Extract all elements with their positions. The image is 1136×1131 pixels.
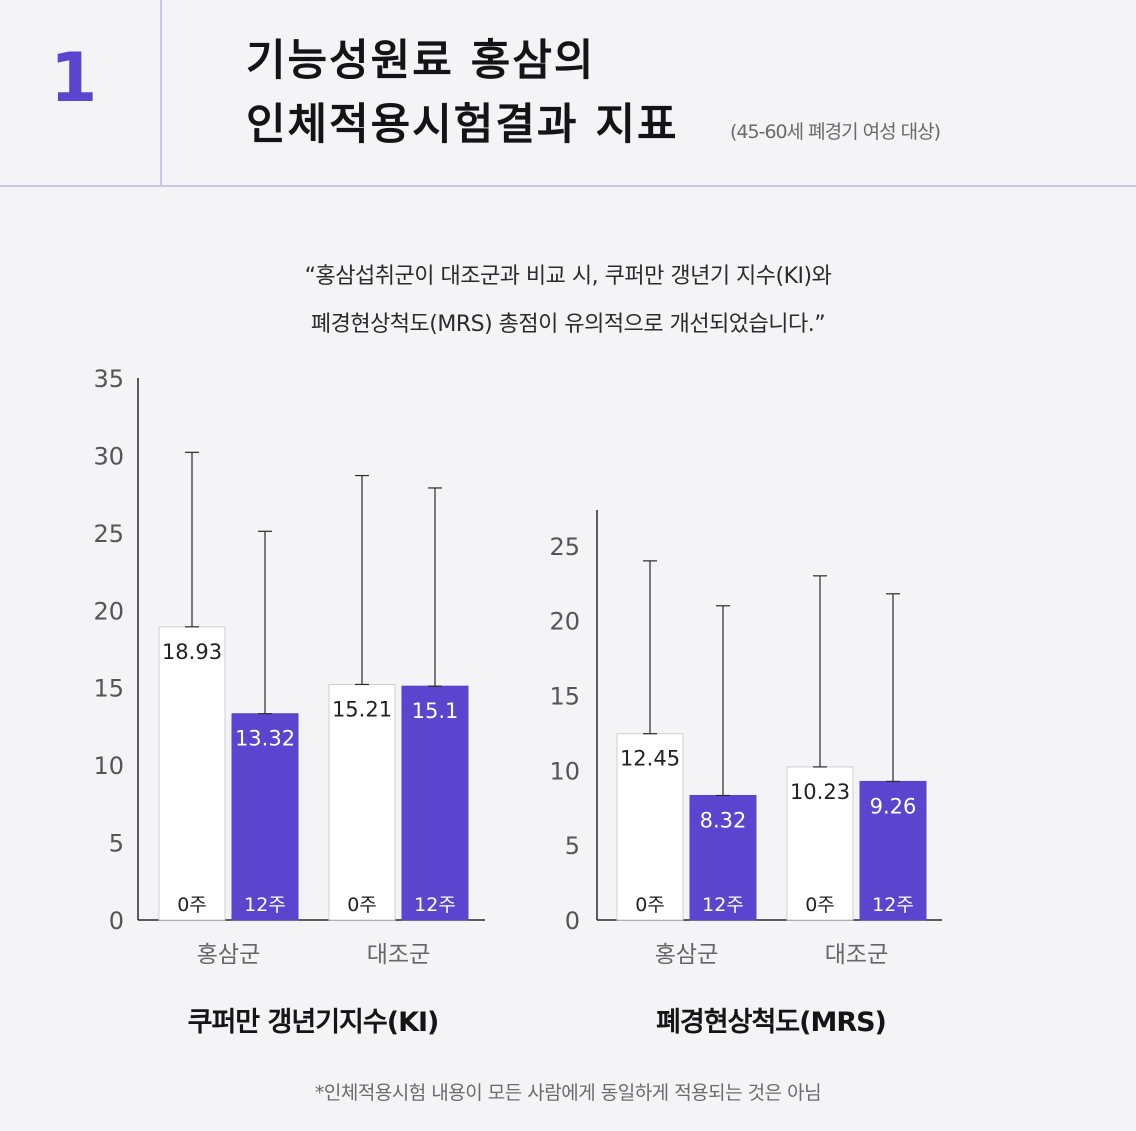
x-category-label: 홍삼군 (197, 942, 260, 968)
y-tick-label: 15 (549, 683, 580, 711)
section-number: 1 (50, 39, 98, 118)
bar-value-label: 8.32 (700, 809, 747, 833)
title-line-2: 인체적용시험결과 지표 (246, 100, 679, 150)
chart-title-ki: 쿠퍼만 갱년기지수(KI) (187, 1007, 440, 1038)
header-vertical-divider (160, 0, 162, 186)
y-tick-label: 15 (93, 675, 124, 703)
bar-week-label: 12주 (702, 894, 744, 916)
bar-week-label: 12주 (244, 894, 286, 916)
y-tick-label: 35 (93, 365, 124, 393)
bar-value-label: 18.93 (162, 640, 222, 664)
bar-week-label: 0주 (347, 894, 377, 916)
bar (859, 780, 927, 921)
bar-value-label: 9.26 (870, 794, 917, 818)
y-tick-label: 20 (549, 608, 580, 636)
bar-value-label: 15.1 (412, 699, 459, 723)
bar-week-label: 0주 (805, 894, 835, 916)
bar-value-label: 13.32 (235, 727, 295, 751)
bar-value-label: 12.45 (620, 747, 680, 771)
bar-week-label: 12주 (872, 894, 914, 916)
bar (401, 685, 469, 921)
footnote: *인체적용시험 내용이 모든 사람에게 동일하게 적용되는 것은 아님 (314, 1082, 822, 1104)
y-tick-label: 25 (93, 520, 124, 548)
y-tick-label: 20 (93, 597, 124, 625)
bar (158, 626, 226, 921)
bar-week-label: 0주 (177, 894, 207, 916)
bar (616, 733, 684, 921)
x-category-label: 홍삼군 (655, 942, 718, 968)
bar-value-label: 15.21 (332, 697, 392, 721)
x-category-label: 대조군 (367, 942, 430, 968)
y-tick-label: 5 (109, 830, 124, 858)
bar-week-label: 12주 (414, 894, 456, 916)
y-tick-label: 10 (93, 752, 124, 780)
y-tick-label: 0 (109, 907, 124, 935)
header-divider (0, 185, 1136, 187)
bar-week-label: 0주 (635, 894, 665, 916)
bar (689, 795, 757, 921)
bar (786, 766, 854, 921)
title-line-1: 기능성원료 홍삼의 (246, 36, 596, 86)
subtitle-note: (45-60세 폐경기 여성 대상) (730, 121, 941, 143)
header: 1 기능성원료 홍삼의 인체적용시험결과 지표 (45-60세 폐경기 여성 대… (0, 0, 1136, 187)
y-tick-label: 30 (93, 442, 124, 470)
bar (231, 713, 299, 921)
y-tick-label: 25 (549, 533, 580, 561)
bar-value-label: 10.23 (790, 780, 850, 804)
quote-line-1: “홍삼섭취군이 대조군과 비교 시, 쿠퍼만 갱년기 지수(KI)와 (304, 264, 832, 289)
x-category-label: 대조군 (825, 942, 888, 968)
chart-title-mrs: 폐경현상척도(MRS) (656, 1007, 887, 1038)
y-tick-label: 0 (565, 907, 580, 935)
y-tick-label: 5 (565, 832, 580, 860)
bar (328, 683, 396, 921)
y-tick-label: 10 (549, 757, 580, 785)
quote-line-2: 폐경현상척도(MRS) 총점이 유의적으로 개선되었습니다.” (310, 312, 826, 337)
